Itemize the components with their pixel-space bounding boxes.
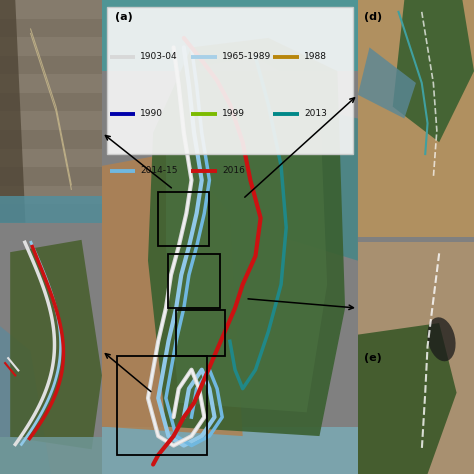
FancyBboxPatch shape — [107, 7, 353, 154]
Bar — [0, 56, 102, 74]
Bar — [158, 192, 210, 246]
Bar — [0, 130, 102, 148]
Bar — [0, 204, 102, 223]
Bar — [0, 18, 102, 37]
Text: 1990: 1990 — [140, 109, 164, 118]
Text: 2014-15: 2014-15 — [140, 166, 178, 175]
Polygon shape — [102, 152, 243, 436]
Bar — [0, 148, 102, 167]
Polygon shape — [358, 323, 456, 474]
Bar — [0, 167, 102, 186]
Polygon shape — [148, 38, 345, 436]
Text: 1988: 1988 — [304, 53, 327, 61]
Polygon shape — [392, 0, 474, 142]
Polygon shape — [102, 0, 358, 71]
Text: (a): (a) — [115, 12, 132, 22]
Polygon shape — [166, 57, 327, 412]
Text: 1999: 1999 — [222, 109, 245, 118]
Text: 2013: 2013 — [304, 109, 327, 118]
Ellipse shape — [428, 317, 456, 361]
Bar — [0, 37, 102, 56]
Bar — [0, 111, 102, 130]
Polygon shape — [0, 326, 51, 474]
Text: 1903-04: 1903-04 — [140, 53, 178, 61]
Bar — [0, 74, 102, 93]
Text: 1965-1989: 1965-1989 — [222, 53, 272, 61]
Text: 2016: 2016 — [222, 166, 245, 175]
Polygon shape — [10, 240, 102, 449]
Polygon shape — [281, 104, 358, 261]
Bar — [176, 310, 225, 356]
Polygon shape — [0, 196, 102, 223]
Polygon shape — [102, 427, 358, 474]
Polygon shape — [358, 47, 416, 118]
Bar — [168, 254, 219, 308]
Polygon shape — [0, 437, 102, 474]
Polygon shape — [358, 242, 474, 474]
Polygon shape — [0, 0, 26, 223]
Bar — [117, 356, 207, 455]
Text: (e): (e) — [364, 353, 382, 363]
Bar — [0, 93, 102, 111]
Text: (d): (d) — [364, 12, 382, 22]
Bar — [0, 0, 102, 18]
Bar — [0, 186, 102, 204]
Polygon shape — [358, 0, 474, 237]
